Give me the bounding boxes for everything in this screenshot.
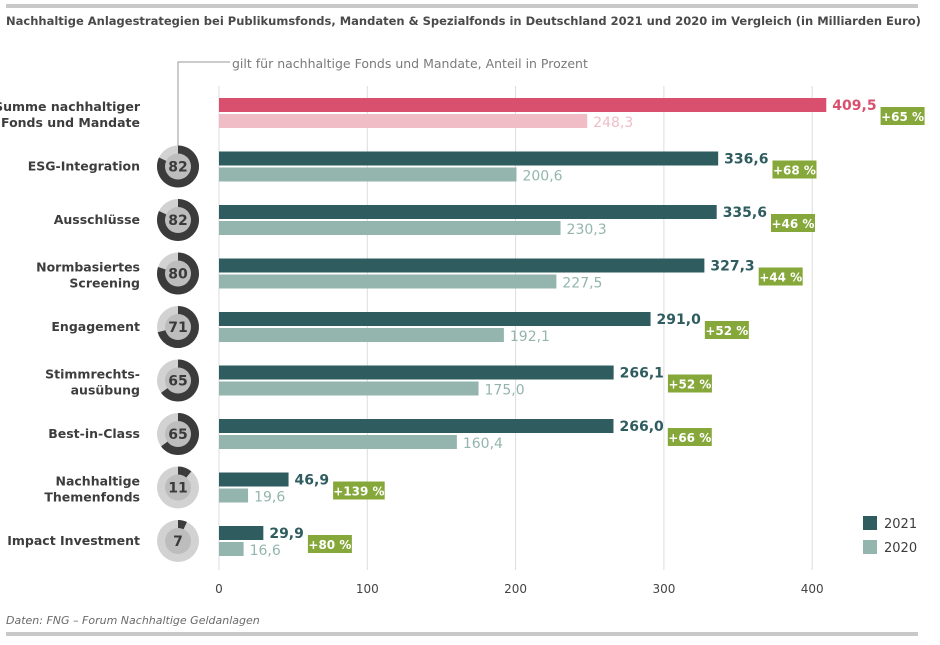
legend-label-2021: 2021 — [884, 517, 917, 532]
share-value: 65 — [168, 374, 187, 390]
share-value: 7 — [173, 534, 183, 550]
share-value: 80 — [168, 267, 188, 283]
x-tick-label: 200 — [504, 582, 527, 596]
change-badge — [704, 321, 749, 339]
share-donut-center — [165, 528, 191, 554]
category-label: Themenfonds — [44, 490, 140, 505]
bar-2021 — [219, 365, 614, 380]
category-label: Summe nachhaltiger — [0, 99, 141, 114]
legend-swatch-2020 — [863, 540, 877, 554]
share-donut-center — [165, 260, 191, 287]
change-badge-text: +52 % — [705, 324, 748, 338]
category-label: Normbasiertes — [36, 260, 140, 275]
change-badge-text: +52 % — [668, 378, 711, 392]
category-label: ESG-Integration — [28, 159, 140, 174]
value-label-2020: 175,0 — [485, 383, 525, 399]
share-donut-center — [165, 314, 191, 340]
x-tick-label: 300 — [652, 582, 675, 596]
share-value: 71 — [168, 320, 187, 336]
bar-2020 — [219, 274, 557, 289]
share-value: 82 — [168, 160, 187, 176]
share-donut-center — [165, 207, 191, 233]
x-tick-label: 0 — [215, 582, 223, 596]
change-badge — [770, 214, 815, 232]
value-label-2021: 266,0 — [619, 419, 664, 435]
x-tick-label: 100 — [356, 582, 379, 596]
change-badge-text: +68 % — [773, 164, 816, 178]
change-badge — [772, 160, 817, 179]
bar-2021 — [219, 258, 705, 273]
legend-swatch-2021 — [863, 516, 877, 530]
value-label-2021: 409,5 — [832, 98, 876, 114]
bar-2021 — [219, 472, 289, 487]
category-label: ausübung — [71, 383, 140, 398]
category-label: Ausschlüsse — [54, 212, 140, 227]
bar-2021 — [219, 98, 827, 112]
change-badge — [307, 535, 352, 553]
bar-2021 — [219, 526, 264, 540]
category-label: Engagement — [51, 319, 140, 334]
bar-2020 — [219, 167, 517, 182]
legend-label-2020: 2020 — [884, 541, 917, 556]
bar-2020 — [219, 542, 244, 556]
change-badge-text: +66 % — [668, 431, 711, 445]
change-badge-text: +44 % — [759, 271, 802, 285]
category-label: Nachhaltige — [55, 474, 140, 489]
value-label-2020: 19,6 — [254, 490, 285, 506]
value-label-2020: 192,1 — [510, 329, 550, 345]
change-badge — [667, 428, 712, 446]
share-donut-center — [165, 421, 191, 447]
share-donut-center — [165, 367, 191, 394]
value-label-2020: 230,3 — [567, 222, 607, 238]
category-label: Screening — [69, 276, 140, 291]
change-badge-text: +46 % — [772, 217, 815, 231]
bar-2020 — [219, 221, 561, 235]
value-label-2021: 266,1 — [620, 366, 664, 382]
value-label-2021: 336,6 — [724, 152, 768, 168]
change-badge-text: +80 % — [308, 538, 351, 552]
category-label: Best-in-Class — [48, 426, 140, 441]
bar-2020 — [219, 114, 588, 128]
share-donut-center — [165, 153, 191, 180]
bottom-rule — [6, 632, 918, 636]
bar-2020 — [219, 381, 479, 396]
bar-2021 — [219, 205, 717, 219]
value-label-2021: 46,9 — [295, 473, 330, 489]
change-badge — [667, 374, 712, 393]
change-badge — [880, 107, 925, 125]
value-label-2020: 200,6 — [522, 169, 562, 185]
change-badge — [333, 481, 385, 500]
category-label: Impact Investment — [7, 533, 140, 548]
change-badge — [758, 267, 803, 286]
change-badge-text: +65 % — [881, 110, 924, 124]
chart-title: Nachhaltige Anlagestrategien bei Publiku… — [6, 14, 921, 28]
top-rule — [6, 4, 918, 8]
bar-2020 — [219, 328, 504, 342]
data-source: Daten: FNG – Forum Nachhaltige Geldanlag… — [6, 614, 260, 627]
share-value: 65 — [168, 427, 187, 443]
value-label-2020: 16,6 — [250, 543, 281, 559]
note-connector — [177, 61, 230, 146]
bar-2020 — [219, 488, 249, 503]
value-label-2020: 248,3 — [593, 115, 633, 131]
share-note: gilt für nachhaltige Fonds und Mandate, … — [232, 56, 588, 71]
x-tick-label: 400 — [801, 582, 824, 596]
bar-2021 — [219, 419, 614, 433]
bar-2021 — [219, 151, 719, 166]
share-donut-center — [165, 474, 191, 501]
value-label-2021: 327,3 — [710, 259, 754, 275]
share-value: 11 — [168, 481, 187, 497]
category-label: Stimmrechts- — [45, 367, 140, 382]
value-label-2021: 335,6 — [723, 205, 767, 221]
change-badge-text: +139 % — [333, 485, 384, 499]
value-label-2021: 29,9 — [269, 526, 304, 542]
category-label: Fonds und Mandate — [1, 115, 140, 130]
value-label-2020: 227,5 — [562, 276, 602, 292]
bar-2020 — [219, 435, 457, 449]
bar-2021 — [219, 312, 651, 326]
value-label-2021: 291,0 — [657, 312, 702, 328]
share-value: 82 — [168, 213, 187, 229]
value-label-2020: 160,4 — [463, 436, 503, 452]
